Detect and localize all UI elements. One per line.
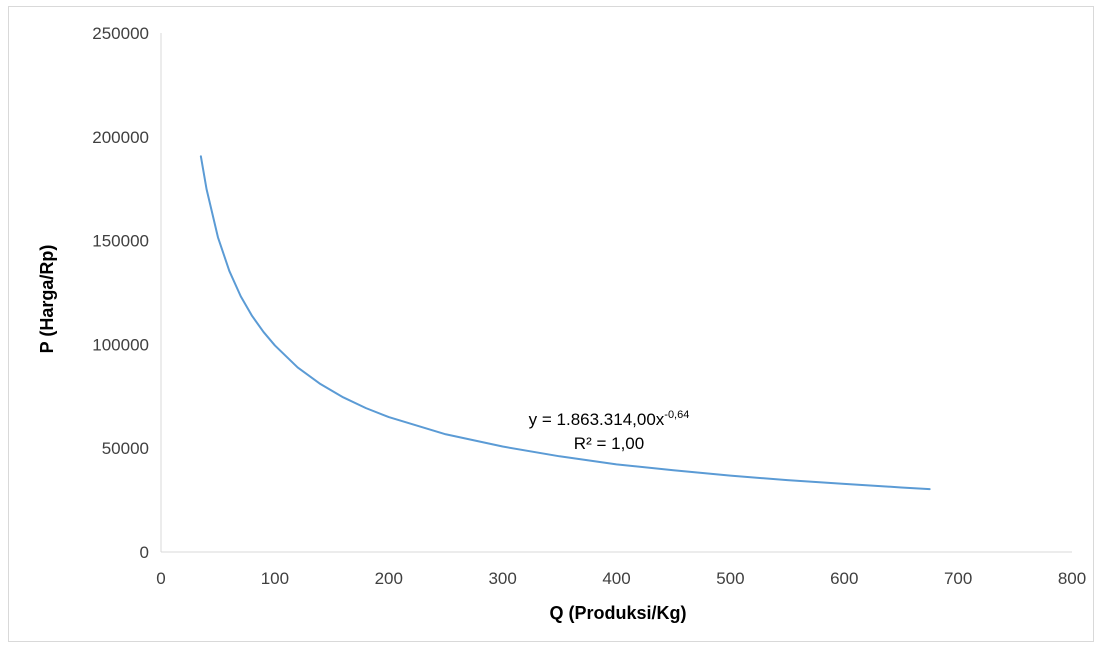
y-tick-label: 0 (140, 543, 149, 562)
x-tick-label: 300 (488, 569, 516, 588)
y-tick-label: 150000 (92, 232, 149, 251)
x-axis-ticks: 0 100 200 300 400 500 600 700 800 (156, 569, 1086, 588)
y-axis-ticks: 0 50000 100000 150000 200000 250000 (92, 24, 149, 562)
chart-frame: 0 50000 100000 150000 200000 250000 0 100 200 30… (8, 6, 1094, 642)
y-tick-label: 250000 (92, 24, 149, 43)
x-tick-label: 800 (1058, 569, 1086, 588)
equation-main: y = 1.863.314,00x (529, 410, 665, 429)
x-tick-label: 700 (944, 569, 972, 588)
r-squared-annotation: R² = 1,00 (574, 434, 644, 453)
y-tick-label: 50000 (102, 439, 149, 458)
equation-exponent: -0,64 (664, 409, 689, 421)
y-tick-label: 200000 (92, 128, 149, 147)
plot-series (199, 155, 931, 491)
y-tick-label: 100000 (92, 335, 149, 354)
x-tick-label: 400 (602, 569, 630, 588)
series-line (199, 155, 931, 491)
x-axis-title: Q (Produksi/Kg) (549, 603, 686, 623)
x-tick-label: 500 (716, 569, 744, 588)
y-axis-title: P (Harga/Rp) (37, 245, 57, 354)
x-tick-label: 100 (261, 569, 289, 588)
chart-svg: 0 50000 100000 150000 200000 250000 0 100 200 30… (37, 24, 1086, 623)
x-tick-label: 200 (375, 569, 403, 588)
equation-annotation: y = 1.863.314,00x-0,64 (529, 409, 690, 429)
x-tick-label: 0 (156, 569, 165, 588)
x-tick-label: 600 (830, 569, 858, 588)
